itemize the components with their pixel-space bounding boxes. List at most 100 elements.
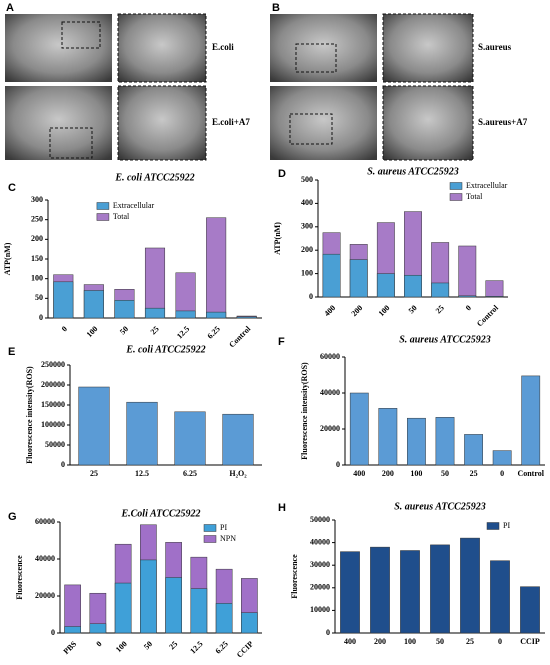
x-tick-label: 200	[350, 303, 365, 318]
x-tick-label: 50	[436, 637, 444, 646]
bar	[370, 546, 390, 634]
y-tick-label: 300	[31, 195, 43, 204]
y-tick-label: 40000	[320, 388, 340, 397]
x-tick-label: 100	[85, 324, 100, 339]
bar	[349, 259, 368, 298]
y-axis-label: Fluorescence intensity(ROS)	[300, 362, 309, 460]
sem-zoom	[382, 13, 474, 83]
x-tick-label: Control	[517, 469, 544, 478]
x-tick-label: 50	[142, 639, 154, 651]
x-tick-label: 100	[377, 303, 392, 318]
panel-letter: H	[278, 502, 286, 514]
y-tick-label: 200000	[41, 380, 65, 389]
panel-letter: B	[272, 2, 280, 14]
y-tick-label: 100000	[41, 420, 65, 429]
legend-swatch	[203, 524, 217, 532]
y-tick-label: 0	[51, 628, 55, 637]
bar	[140, 559, 157, 634]
y-tick-label: 0	[61, 460, 65, 469]
x-tick-label: Control	[475, 303, 501, 329]
x-tick-label: 0	[500, 469, 504, 478]
sem-image	[5, 86, 112, 160]
y-tick-label: 60000	[320, 352, 340, 361]
image-label: S.aureus+A7	[478, 117, 528, 127]
bar	[349, 392, 369, 466]
bar	[175, 310, 196, 319]
panel-letter: A	[6, 2, 14, 14]
x-tick-label: PBS	[62, 639, 79, 656]
legend-swatch	[203, 535, 217, 543]
sem-image	[270, 86, 377, 160]
panel-letter: G	[8, 511, 17, 523]
legend-swatch	[449, 182, 463, 190]
chart-title: E. coli ATCC25922	[114, 172, 194, 183]
bar	[431, 282, 450, 298]
bar	[144, 307, 166, 319]
legend-swatch	[96, 202, 110, 210]
sem-image	[270, 14, 377, 82]
bar	[492, 450, 512, 466]
bar	[407, 417, 426, 466]
bar	[236, 316, 257, 319]
x-tick-label: 0	[60, 324, 69, 333]
y-tick-label: 100	[301, 268, 313, 277]
x-tick-label: 6.25	[206, 324, 222, 340]
panel-b: B S.aureus S.aureus+A7	[270, 2, 528, 161]
x-tick-label: Control	[227, 324, 253, 350]
bar	[89, 623, 107, 634]
chart-title: S. aureus ATCC25923	[394, 501, 486, 512]
legend-label: PI	[503, 521, 510, 530]
bar	[78, 386, 110, 466]
y-axis-label: Fluorescence	[15, 555, 24, 600]
image-label: E.coli+A7	[212, 117, 250, 127]
x-tick-label: 100	[410, 469, 422, 478]
legend-label: Extracellular	[113, 201, 155, 210]
bar	[458, 295, 477, 298]
panel-letter: C	[8, 182, 16, 194]
x-tick-label: 200	[374, 637, 386, 646]
bar	[144, 247, 166, 319]
x-tick-label: 50	[407, 303, 419, 315]
y-tick-label: 0	[309, 292, 313, 301]
y-tick-label: 250	[31, 214, 43, 223]
y-tick-label: 100	[31, 273, 43, 282]
x-tick-label: 50	[118, 324, 130, 336]
bar	[376, 273, 395, 298]
inset-box	[295, 43, 337, 73]
bar	[174, 411, 206, 466]
bar	[485, 296, 504, 298]
bar	[53, 281, 74, 319]
x-tick-label: 25	[434, 303, 446, 315]
bar	[464, 434, 483, 466]
x-tick-label: 25	[149, 324, 161, 336]
x-tick-label: 0	[464, 303, 473, 312]
x-tick-label: 12.5	[135, 469, 149, 478]
panel-letter: E	[8, 346, 15, 358]
bar	[206, 217, 227, 319]
bar	[490, 560, 510, 634]
y-tick-label: 20000	[320, 424, 340, 433]
bar	[64, 584, 81, 634]
x-tick-label: 0	[498, 637, 502, 646]
bar	[215, 603, 233, 634]
x-tick-label: 400	[344, 637, 356, 646]
legend-swatch	[486, 522, 500, 530]
x-tick-label: 0	[94, 639, 103, 648]
bar	[322, 253, 341, 298]
x-tick-label: 25	[466, 637, 474, 646]
x-tick-label: CCIP	[235, 639, 255, 659]
legend-swatch	[449, 193, 463, 201]
x-tick-label: 25	[90, 469, 98, 478]
sem-image	[5, 14, 112, 82]
y-tick-label: 50000	[45, 440, 65, 449]
x-tick-label: 100	[114, 639, 129, 654]
chart-title: E.Coli ATCC25922	[120, 508, 200, 519]
bar	[378, 408, 398, 466]
bar	[460, 537, 480, 634]
y-tick-label: 200	[31, 234, 43, 243]
panel-letter: D	[278, 168, 286, 180]
y-tick-label: 30000	[310, 560, 330, 569]
legend-label: PI	[220, 523, 227, 532]
y-tick-label: 0	[336, 460, 340, 469]
chart: E E. coli ATCC25922 Fluorescence intensity…	[8, 344, 262, 478]
